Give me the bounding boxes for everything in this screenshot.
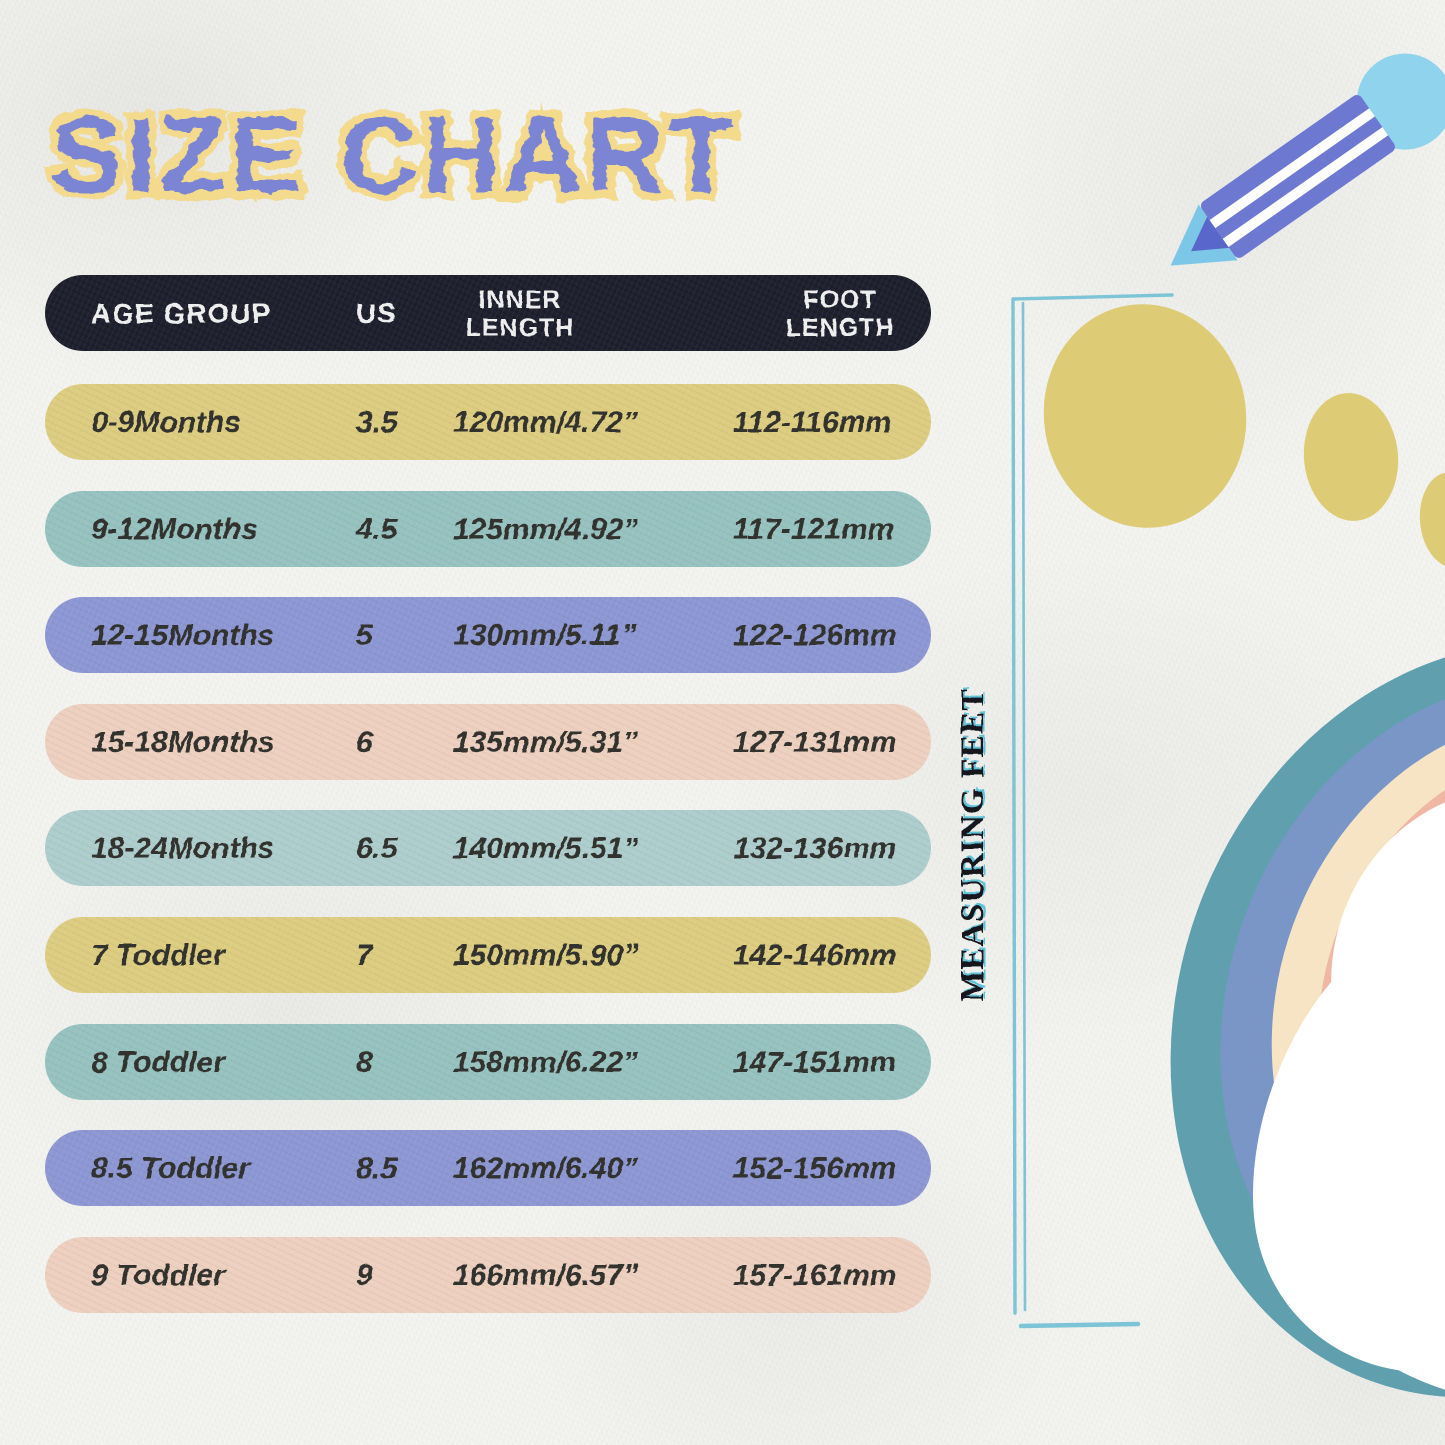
svg-text:MEASURING FEET: MEASURING FEET bbox=[955, 688, 991, 1002]
